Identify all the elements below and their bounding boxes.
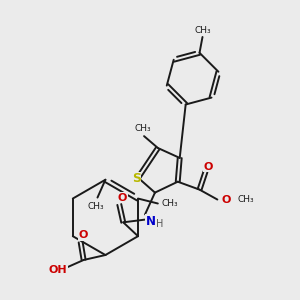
Text: CH₃: CH₃ [194,26,211,34]
Text: O: O [222,194,231,205]
Text: OH: OH [49,265,67,275]
Text: CH₃: CH₃ [135,124,152,133]
Text: O: O [118,193,127,202]
Text: CH₃: CH₃ [161,199,178,208]
Text: O: O [79,230,88,240]
Text: S: S [132,172,141,185]
Text: CH₃: CH₃ [237,195,254,204]
Text: H: H [156,219,164,229]
Text: O: O [204,162,213,172]
Text: N: N [146,215,156,228]
Text: CH₃: CH₃ [87,202,104,211]
